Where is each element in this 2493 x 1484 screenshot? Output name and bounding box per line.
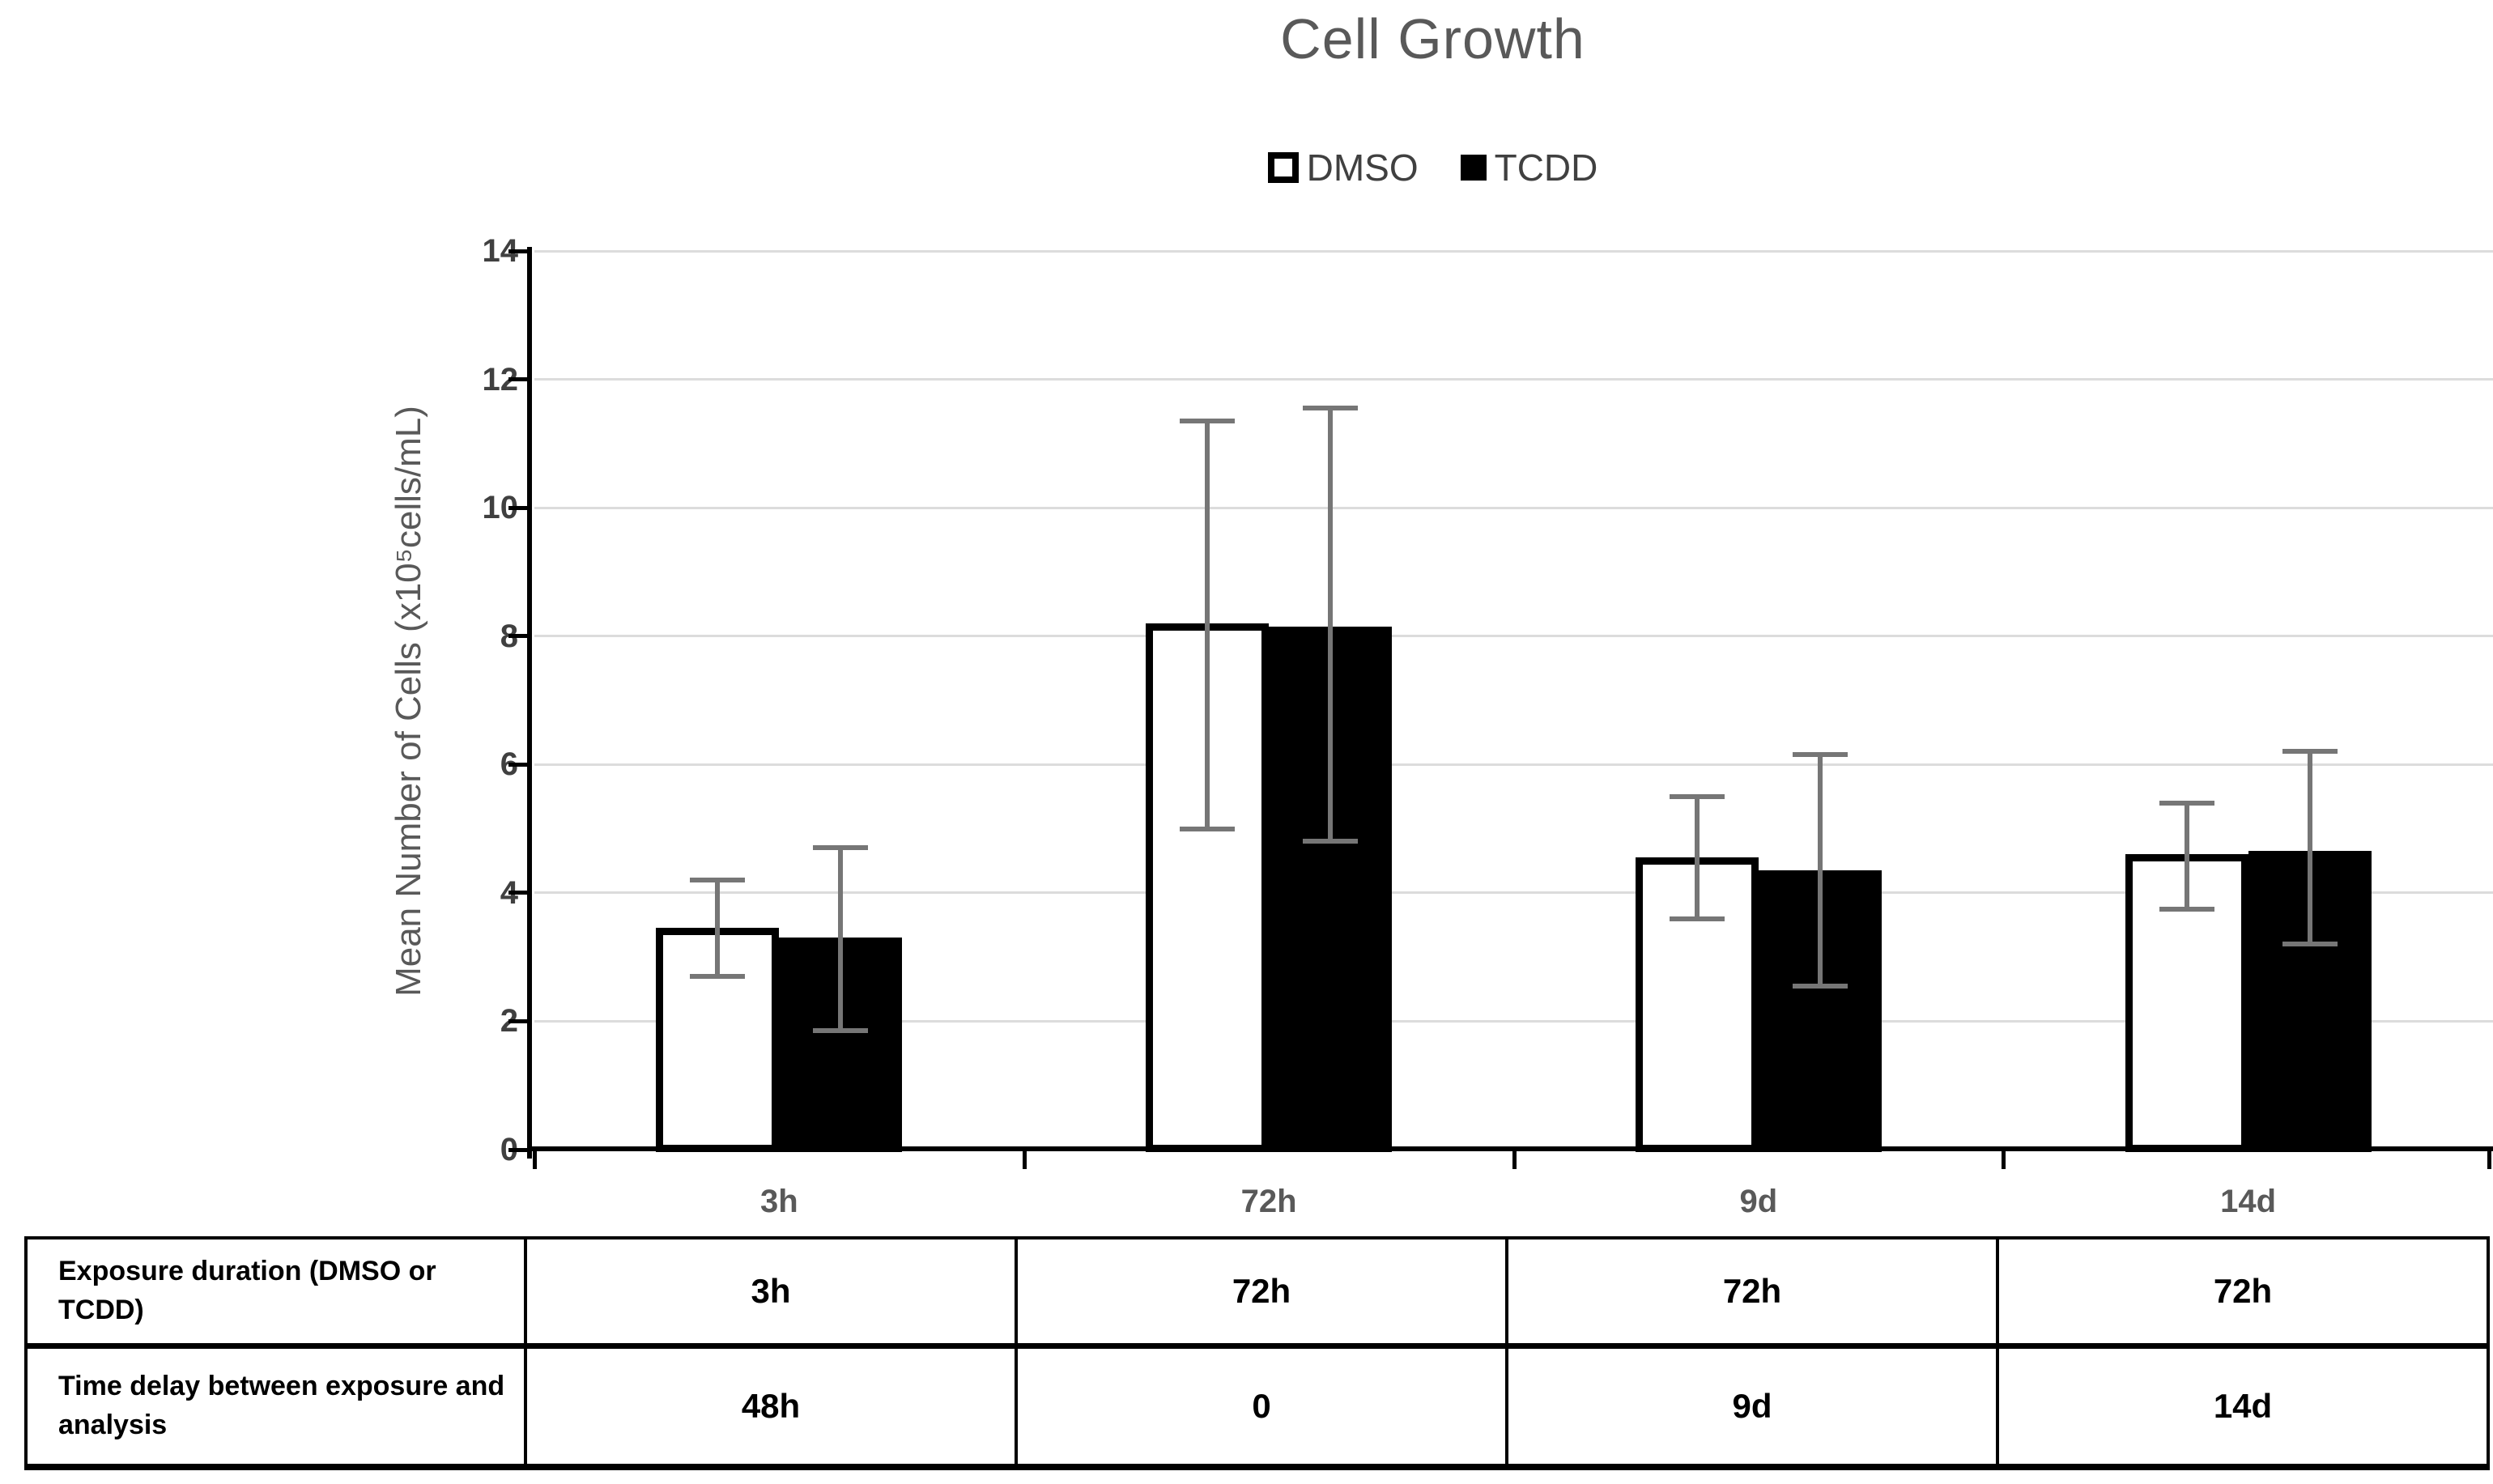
error-bar-tcdd-9d — [1817, 755, 1823, 986]
y-axis-tick — [508, 762, 532, 767]
y-axis-tick-label: 0 — [397, 1129, 518, 1170]
x-axis-tick — [2002, 1151, 2006, 1169]
error-bar-cap — [690, 973, 746, 979]
row-header-exposure-duration: Exposure duration (DMSO or TCDD) — [24, 1236, 527, 1348]
error-bar-cap — [1669, 916, 1725, 921]
y-axis-tick-label: 12 — [482, 361, 519, 398]
error-bar-cap — [1180, 419, 1236, 424]
x-axis-category-label: 9d — [1739, 1184, 1778, 1219]
x-axis-tick — [1022, 1151, 1027, 1169]
error-bar-dmso-72h — [1205, 421, 1210, 829]
y-axis-tick-label: 6 — [397, 744, 518, 785]
error-bar-cap — [1792, 752, 1848, 758]
y-axis-tick — [508, 1018, 532, 1023]
legend-label-dmso: DMSO — [1306, 147, 1419, 189]
bar-dmso-3h — [656, 928, 780, 1152]
error-bar-cap — [1303, 839, 1359, 844]
y-axis-tick — [508, 505, 532, 510]
x-axis-line — [527, 1146, 2493, 1151]
table-cell: 72h — [1505, 1236, 1999, 1348]
error-bar-cap — [1180, 826, 1236, 831]
table-cell: 72h — [1996, 1236, 2490, 1348]
error-bar-cap — [1792, 983, 1848, 989]
table-cell: 72h — [1015, 1236, 1508, 1348]
y-axis-line — [527, 247, 532, 1159]
y-axis-tick — [508, 1147, 532, 1152]
gridline — [534, 506, 2493, 509]
y-axis-tick — [508, 634, 532, 639]
legend-label-tcdd: TCDD — [1494, 147, 1598, 189]
dmso-series-swatch-icon — [1267, 152, 1299, 183]
gridline — [534, 249, 2493, 253]
table-row-exposure-duration: Exposure duration (DMSO or TCDD) 3h 72h … — [24, 1236, 2490, 1348]
error-bar-cap — [813, 1028, 869, 1034]
y-axis-tick-label: 8 — [397, 616, 518, 657]
x-axis-tick — [533, 1151, 537, 1169]
table-cell: 9d — [1505, 1343, 1999, 1470]
error-bar-tcdd-72h — [1328, 408, 1334, 842]
legend-item-tcdd: TCDD — [1460, 146, 1598, 189]
exposure-table: Exposure duration (DMSO or TCDD) 3h 72h … — [24, 1236, 2490, 1470]
chart-title: Cell Growth — [1280, 7, 1585, 70]
x-axis-tick — [2487, 1151, 2491, 1169]
table-row-time-delay: Time delay between exposure and analysis… — [24, 1343, 2490, 1470]
error-bar-cap — [690, 878, 746, 882]
error-bar-dmso-3h — [715, 880, 721, 976]
gridline — [534, 1019, 2493, 1023]
y-axis-tick — [508, 249, 532, 253]
x-axis-tick — [1512, 1151, 1517, 1169]
error-bar-tcdd-3h — [838, 848, 844, 1031]
x-axis-category-label: 14d — [2220, 1184, 2277, 1219]
y-axis-tick-label: 4 — [397, 873, 518, 913]
y-axis-tick — [508, 377, 532, 382]
error-bar-cap — [1669, 793, 1725, 799]
y-axis-tick-label: 2 — [397, 1001, 518, 1041]
error-bar-cap — [1303, 406, 1359, 411]
x-axis-category-label: 72h — [1240, 1184, 1297, 1219]
x-axis-category-label: 3h — [760, 1184, 798, 1219]
table-cell: 3h — [524, 1236, 1018, 1348]
y-axis-tick — [508, 891, 532, 895]
error-bar-tcdd-14d — [2307, 751, 2312, 945]
error-bar-dmso-14d — [2184, 802, 2189, 909]
error-bar-cap — [2282, 942, 2338, 947]
chart-legend: DMSO TCDD — [372, 146, 2493, 189]
gridline — [534, 378, 2493, 381]
y-axis-tick-label: 14 — [482, 233, 519, 269]
error-bar-dmso-9d — [1694, 796, 1700, 919]
error-bar-cap — [2159, 906, 2214, 912]
gridline — [534, 635, 2493, 638]
error-bar-cap — [2282, 749, 2338, 755]
table-cell: 14d — [1996, 1343, 2490, 1470]
gridline — [534, 763, 2493, 766]
legend-item-dmso: DMSO — [1267, 146, 1419, 189]
y-axis-tick-label: 10 — [482, 490, 519, 526]
table-cell: 0 — [1015, 1343, 1508, 1470]
gridline — [534, 891, 2493, 895]
error-bar-cap — [813, 845, 869, 851]
row-header-time-delay: Time delay between exposure and analysis — [24, 1343, 527, 1470]
error-bar-cap — [2159, 800, 2214, 806]
tcdd-series-swatch-icon — [1460, 155, 1487, 181]
table-cell: 48h — [524, 1343, 1018, 1470]
